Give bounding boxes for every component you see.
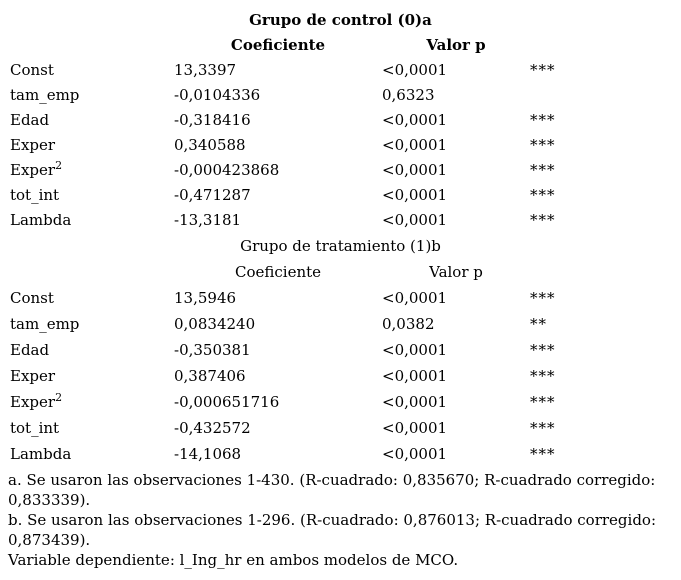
table-row: Const 13,5946 <0,0001 ***	[0, 285, 681, 311]
coefficient-value: 13,3397	[174, 61, 237, 79]
variable-name: tot_int	[10, 419, 60, 437]
group-title: Grupo de control (0)a	[249, 11, 432, 29]
pvalue-column-header: Valor p	[429, 263, 483, 281]
exponent: 2	[55, 391, 63, 404]
p-value: <0,0001	[382, 367, 448, 385]
p-value: <0,0001	[382, 211, 448, 229]
p-value: <0,0001	[382, 289, 448, 307]
table-row: Exper 0,387406 <0,0001 ***	[0, 363, 681, 389]
dependent-variable-note: Variable dependiente: l_Ing_hr en ambos …	[8, 551, 459, 569]
coefficient-value: -14,1068	[174, 445, 242, 463]
variable-name: tot_int	[10, 186, 60, 204]
significance-stars: ***	[530, 111, 556, 129]
table-footnotes: a. Se usaron las observaciones 1-430. (R…	[0, 470, 681, 570]
coefficient-value: 0,387406	[174, 367, 246, 385]
p-value: <0,0001	[382, 393, 448, 411]
significance-stars: ***	[530, 289, 556, 307]
coefficient-value: 0,0834240	[174, 315, 256, 333]
p-value: <0,0001	[382, 136, 448, 154]
variable-name: Edad	[10, 111, 50, 129]
p-value: <0,0001	[382, 445, 448, 463]
control-group-section: Grupo de control (0)a Coeficiente Valor …	[0, 8, 681, 233]
p-value: <0,0001	[382, 419, 448, 437]
p-value: <0,0001	[382, 341, 448, 359]
column-header-row: Coeficiente Valor p	[0, 33, 681, 58]
table-row: tot_int -0,471287 <0,0001 ***	[0, 183, 681, 208]
variable-name: Exper	[10, 367, 56, 385]
coefficient-column-header: Coeficiente	[234, 263, 322, 281]
variable-name: Lambda	[10, 211, 72, 229]
significance-stars: ***	[530, 136, 556, 154]
coefficient-value: -0,350381	[174, 341, 251, 359]
significance-stars: **	[530, 315, 547, 333]
significance-stars: ***	[530, 393, 556, 411]
variable-name: Lambda	[10, 445, 72, 463]
table-row: Lambda -14,1068 <0,0001 ***	[0, 441, 681, 467]
table-row: tot_int -0,432572 <0,0001 ***	[0, 415, 681, 441]
variable-name: tam_emp	[10, 86, 80, 104]
table-row: tam_emp -0,0104336 0,6323	[0, 83, 681, 108]
significance-stars: ***	[530, 341, 556, 359]
table-row: Exper2 -0,000651716 <0,0001 ***	[0, 389, 681, 415]
table-row: tam_emp 0,0834240 0,0382 **	[0, 311, 681, 337]
significance-stars: ***	[530, 161, 556, 179]
table-row: Const 13,3397 <0,0001 ***	[0, 58, 681, 83]
significance-stars: ***	[530, 211, 556, 229]
exponent: 2	[55, 159, 63, 172]
variable-name: Exper2	[10, 391, 63, 411]
p-value: <0,0001	[382, 61, 448, 79]
significance-stars: ***	[530, 419, 556, 437]
column-header-row: Coeficiente Valor p	[0, 259, 681, 285]
variable-name: Const	[10, 289, 54, 307]
p-value: 0,6323	[382, 86, 435, 104]
footnote-b: b. Se usaron las observaciones 1-296. (R…	[8, 511, 657, 549]
significance-stars: ***	[530, 367, 556, 385]
coefficient-value: -0,432572	[174, 419, 251, 437]
significance-stars: ***	[530, 445, 556, 463]
coefficient-value: 0,340588	[174, 136, 246, 154]
p-value: <0,0001	[382, 111, 448, 129]
table-row: Exper 0,340588 <0,0001 ***	[0, 133, 681, 158]
coefficient-value: -0,0104336	[174, 86, 261, 104]
table-row: Lambda -13,3181 <0,0001 ***	[0, 208, 681, 233]
group-title: Grupo de tratamiento (1)b	[240, 237, 441, 255]
table-row: Exper2 -0,000423868 <0,0001 ***	[0, 158, 681, 183]
significance-stars: ***	[530, 61, 556, 79]
coefficient-value: 13,5946	[174, 289, 237, 307]
coefficient-column-header: Coeficiente	[230, 36, 326, 54]
variable-name: Exper	[10, 136, 56, 154]
variable-name: Exper2	[10, 159, 63, 179]
treatment-group-section: Grupo de tratamiento (1)b Coeficiente Va…	[0, 233, 681, 467]
variable-name: tam_emp	[10, 315, 80, 333]
table-row: Edad -0,318416 <0,0001 ***	[0, 108, 681, 133]
coefficient-value: -0,000423868	[174, 161, 280, 179]
footnote-a: a. Se usaron las observaciones 1-430. (R…	[8, 471, 656, 509]
variable-name: Const	[10, 61, 54, 79]
table-row: Edad -0,350381 <0,0001 ***	[0, 337, 681, 363]
variable-name: Edad	[10, 341, 50, 359]
p-value: <0,0001	[382, 186, 448, 204]
coefficient-value: -0,471287	[174, 186, 251, 204]
coefficient-value: -0,000651716	[174, 393, 280, 411]
coefficient-value: -0,318416	[174, 111, 251, 129]
p-value: <0,0001	[382, 161, 448, 179]
pvalue-column-header: Valor p	[426, 36, 486, 54]
coefficient-value: -13,3181	[174, 211, 242, 229]
p-value: 0,0382	[382, 315, 435, 333]
significance-stars: ***	[530, 186, 556, 204]
